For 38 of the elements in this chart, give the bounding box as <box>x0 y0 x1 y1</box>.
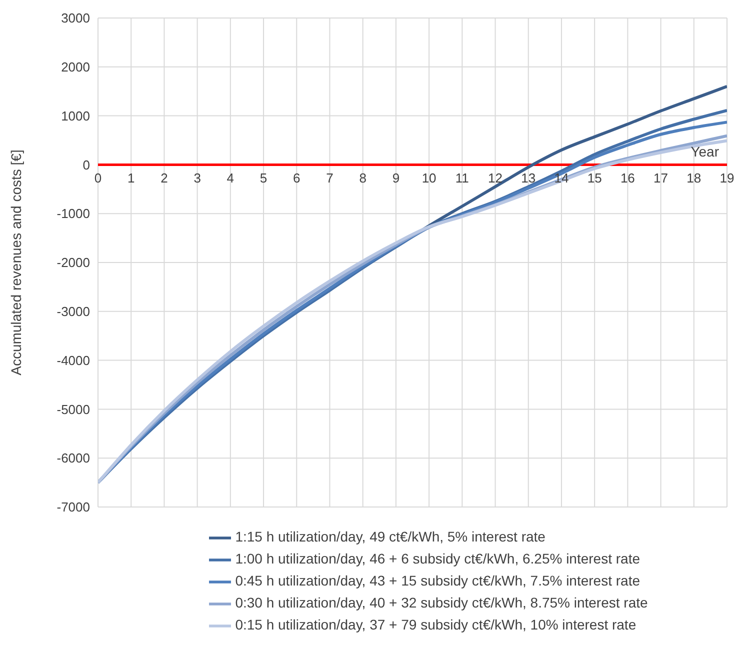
x-tick-label: 5 <box>260 170 268 186</box>
x-tick-label: 14 <box>554 170 569 186</box>
legend-label: 0:30 h utilization/day, 40 + 32 subsidy ct€/kWh, 8.75% interest rate <box>235 594 648 611</box>
x-tick-label: 11 <box>455 170 469 186</box>
x-tick-label: 8 <box>359 170 366 186</box>
y-tick-label: 2000 <box>61 60 90 75</box>
x-tick-label: 19 <box>720 170 734 186</box>
x-axis-title: Year <box>690 144 720 160</box>
legend-label: 1:00 h utilization/day, 46 + 6 subsidy ct€/kWh, 6.25% interest rate <box>235 550 640 567</box>
x-tick-label: 2 <box>160 170 168 186</box>
y-tick-label: -4000 <box>56 352 90 368</box>
legend-label: 1:15 h utilization/day, 49 ct€/kWh, 5% interest rate <box>235 528 546 545</box>
x-tick-label: 9 <box>392 170 400 186</box>
legend-label: 0:15 h utilization/day, 37 + 79 subsidy ct€/kWh, 10% interest rate <box>235 616 636 633</box>
y-tick-label: -5000 <box>56 402 90 417</box>
x-tick-label: 17 <box>654 170 668 186</box>
x-tick-label: 4 <box>226 170 234 186</box>
y-tick-label: 3000 <box>61 10 90 26</box>
y-tick-label: -6000 <box>56 450 90 466</box>
x-tick-label: 12 <box>488 170 502 186</box>
x-tick-label: 10 <box>422 170 436 186</box>
y-tick-label: -2000 <box>56 255 90 270</box>
y-tick-label: -7000 <box>56 500 90 515</box>
x-tick-label: 3 <box>194 170 201 186</box>
x-tick-label: 0 <box>94 170 102 186</box>
x-tick-label: 15 <box>587 170 602 186</box>
y-tick-label: -1000 <box>56 206 90 222</box>
x-tick-label: 18 <box>686 170 702 186</box>
x-tick-label: 7 <box>326 170 334 186</box>
legend-label: 0:45 h utilization/day, 43 + 15 subsidy ct€/kWh, 7.5% interest rate <box>235 572 640 589</box>
x-tick-label: 16 <box>620 170 635 186</box>
y-tick-label: 0 <box>82 157 90 172</box>
y-tick-label: -3000 <box>56 304 90 320</box>
x-tick-label: 6 <box>293 170 300 186</box>
y-tick-label: 1000 <box>61 108 90 124</box>
y-axis-title: Accumulated revenues and costs [€] <box>8 150 24 376</box>
x-tick-label: 13 <box>521 170 536 186</box>
x-tick-label: 1 <box>127 170 135 186</box>
